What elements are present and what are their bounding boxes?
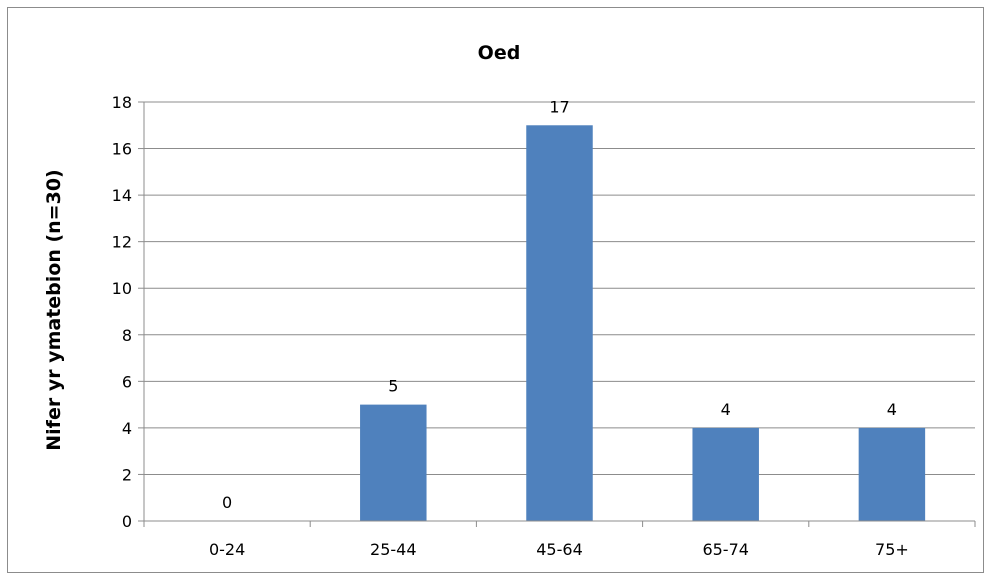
bar — [360, 404, 427, 521]
x-tick-label: 75+ — [875, 540, 909, 559]
data-label: 5 — [388, 377, 398, 396]
chart-title: Oed — [478, 42, 521, 64]
data-label: 4 — [721, 400, 731, 419]
bars — [360, 125, 926, 522]
y-tick-label: 4 — [122, 419, 132, 438]
axes — [138, 101, 976, 527]
labels: 0 2 4 6 8 10 12 14 16 18 0-24 0 25-44 5 45-64 17 65-74 4 7… — [112, 93, 909, 559]
chart-frame — [7, 7, 984, 573]
x-tick-label: 25-44 — [370, 540, 417, 559]
y-tick-label: 8 — [122, 326, 132, 345]
bar — [692, 427, 759, 521]
bar — [526, 125, 593, 522]
x-tick-label: 65-74 — [702, 540, 749, 559]
data-label: 0 — [222, 493, 232, 512]
y-tick-label: 10 — [112, 279, 132, 298]
y-tick-label: 18 — [112, 93, 132, 112]
x-tick-label: 0-24 — [209, 540, 245, 559]
y-tick-label: 12 — [112, 233, 132, 252]
data-label: 4 — [887, 400, 897, 419]
y-tick-label: 16 — [112, 140, 132, 159]
y-tick-label: 0 — [122, 512, 132, 531]
bar — [858, 427, 926, 521]
y-tick-label: 14 — [112, 186, 132, 205]
x-tick-label: 45-64 — [536, 540, 583, 559]
y-tick-label: 6 — [122, 372, 132, 391]
data-label: 17 — [549, 97, 569, 116]
y-axis-label: Nifer yr ymatebion (n=30) — [43, 169, 65, 450]
y-tick-label: 2 — [122, 465, 132, 484]
